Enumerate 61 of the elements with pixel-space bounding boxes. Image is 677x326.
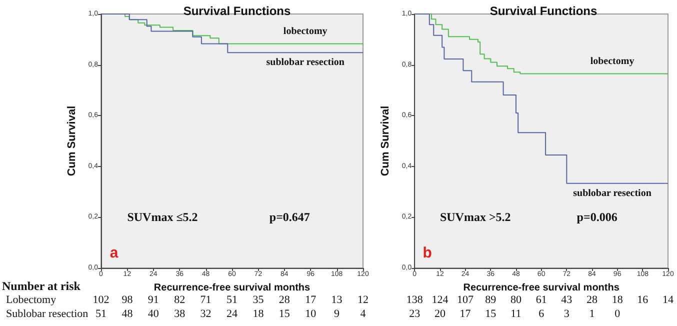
- text: 24: [226, 308, 238, 320]
- annotation: SUVmax >5.2: [440, 210, 511, 224]
- text: 48: [122, 308, 134, 320]
- text: 12: [358, 294, 368, 306]
- text: 10: [305, 308, 317, 320]
- text: 17: [305, 294, 317, 306]
- text: 40: [148, 308, 160, 320]
- series-label: sublobar resection: [573, 188, 652, 199]
- text: 35: [252, 294, 264, 306]
- text: 18: [612, 294, 624, 306]
- text: 43: [561, 294, 573, 306]
- x-axis-title: Recurrence-free survival months: [154, 282, 311, 294]
- text: 17: [460, 308, 472, 320]
- text: 89: [485, 294, 497, 306]
- annotation: p=0.006: [576, 210, 618, 224]
- annotation: p=0.647: [269, 210, 310, 224]
- series-label: sublobar resection: [266, 57, 345, 68]
- chart-title: Survival Functions: [490, 4, 598, 18]
- text: 38: [174, 308, 186, 320]
- text: 80: [510, 294, 522, 306]
- text: 13: [331, 294, 343, 306]
- x-axis-title: Recurrence-free survival months: [463, 282, 620, 294]
- text: 82: [174, 294, 186, 306]
- text: 32: [200, 308, 212, 320]
- text: 98: [122, 294, 134, 306]
- y-axis-title: Cum Survival: [380, 106, 392, 176]
- text: 1: [589, 308, 595, 320]
- text: 11: [510, 308, 522, 320]
- text: 16: [637, 294, 649, 306]
- text: 102: [92, 294, 110, 306]
- annotation: a: [110, 244, 119, 262]
- text: 14: [662, 294, 674, 306]
- text: 9: [334, 308, 340, 320]
- text: 91: [148, 294, 159, 306]
- series-label: lobectomy: [590, 56, 634, 68]
- text: 138: [406, 294, 424, 306]
- text: 20: [434, 308, 446, 320]
- y-axis-title: Cum Survival: [66, 106, 78, 176]
- text: 28: [278, 294, 290, 306]
- text: 3: [564, 308, 570, 320]
- text: 51: [226, 294, 238, 306]
- text: 107: [457, 294, 474, 306]
- series-label: lobectomy: [283, 26, 328, 38]
- text: 23: [409, 308, 421, 320]
- chart-title: Survival Functions: [183, 4, 291, 18]
- text: Lobectomy: [6, 294, 57, 306]
- annotation: b: [422, 244, 432, 262]
- text: 0: [614, 308, 621, 320]
- text: 15: [485, 308, 497, 320]
- text: 124: [432, 294, 449, 306]
- text: 28: [586, 294, 598, 306]
- text: 18: [252, 308, 264, 320]
- text: 61: [536, 294, 547, 306]
- text: 51: [96, 308, 106, 320]
- text: Sublobar resection: [6, 308, 89, 320]
- text: Number at risk: [2, 279, 81, 293]
- text: 4: [360, 308, 366, 320]
- text: 6: [538, 308, 545, 320]
- annotation: SUVmax ≤5.2: [127, 210, 198, 224]
- text: 15: [278, 308, 290, 320]
- text: 71: [200, 294, 212, 306]
